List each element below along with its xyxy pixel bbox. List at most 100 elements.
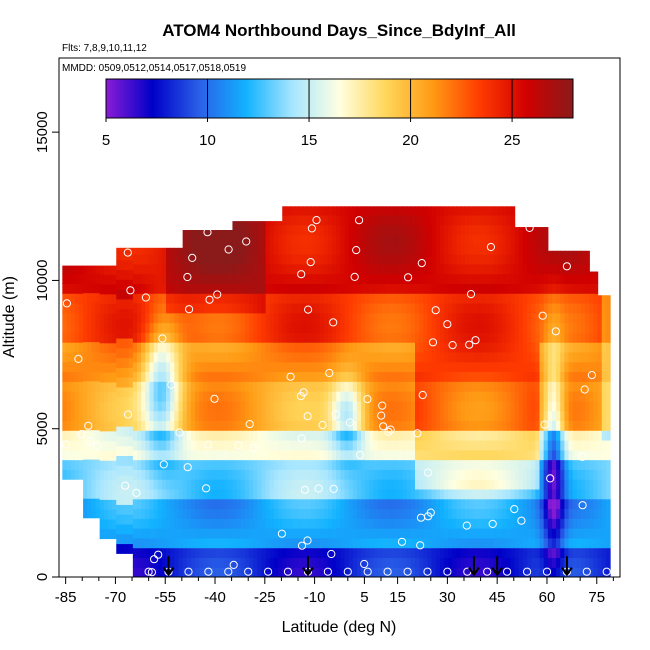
heatmap-cell [547,479,553,490]
heatmap-cell [369,469,375,480]
heatmap-cell [601,518,607,529]
heatmap-cell [319,342,325,353]
heatmap-cell [344,459,350,470]
heatmap-cell [232,342,238,353]
heatmap-cell [419,312,424,324]
heatmap-cell [145,439,151,451]
heatmap-cell [315,528,321,539]
heatmap-cell [95,282,101,294]
heatmap-cell [361,214,366,226]
heatmap-cell [83,468,88,480]
heatmap-cell [402,283,408,294]
heatmap-cell [87,380,92,392]
heatmap-cell [83,331,88,343]
heatmap-cell [311,410,317,422]
heatmap-cell [182,244,188,255]
heatmap-cell [477,400,483,412]
heatmap-cell [423,273,429,284]
heatmap-cell [340,214,346,226]
heatmap-cell [551,273,557,284]
heatmap-cell [340,420,346,431]
heatmap-cell [319,459,325,470]
heatmap-cell [153,381,159,392]
heatmap-cell [249,371,254,382]
heatmap-cell [240,224,246,236]
heatmap-cell [344,410,350,422]
heatmap-cell [585,420,590,431]
heatmap-cell [506,479,512,490]
heatmap-cell [132,322,138,333]
heatmap-cell [564,439,570,451]
heatmap-cell [601,469,607,480]
heatmap-cell [605,342,611,353]
heatmap-cell [103,265,109,275]
heatmap-cell [95,380,101,392]
heatmap-cell [356,302,362,314]
heatmap-cell [311,567,317,577]
heatmap-cell [174,459,180,470]
heatmap-cell [398,567,404,577]
heatmap-cell [522,430,528,441]
heatmap-cell [186,439,192,451]
heatmap-cell [352,459,358,470]
heatmap-cell [439,420,445,431]
heatmap-cell [327,400,333,412]
heatmap-cell [207,518,213,529]
heatmap-cell [410,206,416,216]
heatmap-cell [560,400,565,412]
sample-point [93,441,102,451]
heatmap-cell [87,361,92,372]
heatmap-cell [137,391,142,402]
sample-point [224,567,233,576]
heatmap-cell [419,400,424,412]
heatmap-cell [302,312,308,324]
heatmap-cell [74,400,80,412]
heatmap-cell [199,508,204,519]
heatmap-cell [178,469,184,480]
heatmap-cell [460,371,466,382]
heatmap-cell [410,537,416,549]
heatmap-cell [547,430,553,441]
heatmap-cell [182,322,188,333]
heatmap-cell [423,254,429,265]
heatmap-cell [547,254,553,265]
heatmap-cell [568,381,574,392]
heatmap-cell [99,440,105,451]
heatmap-cell [344,547,350,559]
heatmap-cell [485,342,491,353]
heatmap-cell [207,400,213,412]
heatmap-cell [390,283,395,294]
heatmap-cell [527,263,532,275]
heatmap-cell [103,460,109,471]
heatmap-cell [473,479,478,490]
heatmap-cell [116,377,122,388]
heatmap-cell [112,352,117,363]
heatmap-cell [419,449,424,461]
heatmap-cell [161,391,167,402]
heatmap-cell [365,263,370,275]
heatmap-cell [286,234,292,245]
heatmap-cell [323,312,329,324]
heatmap-cell [215,567,221,577]
heatmap-cell [149,391,155,402]
heatmap-cell [327,508,333,519]
heatmap-cell [485,528,491,539]
heatmap-cell [464,302,470,314]
heatmap-cell [190,342,196,353]
heatmap-cell [261,351,267,363]
heatmap-cell [336,547,341,559]
sample-point [244,567,253,576]
heatmap-cell [365,391,370,402]
heatmap-cell [385,273,391,284]
heatmap-cell [91,265,97,274]
heatmap-cell [215,263,221,275]
heatmap-cell [410,459,416,470]
heatmap-cell [149,498,155,510]
heatmap-cell [593,351,599,363]
heatmap-cell [531,400,536,412]
heatmap-cell [307,557,312,568]
heatmap-cell [394,206,400,216]
heatmap-cell [551,283,557,294]
heatmap-cell [356,410,362,422]
heatmap-cell [141,528,146,539]
